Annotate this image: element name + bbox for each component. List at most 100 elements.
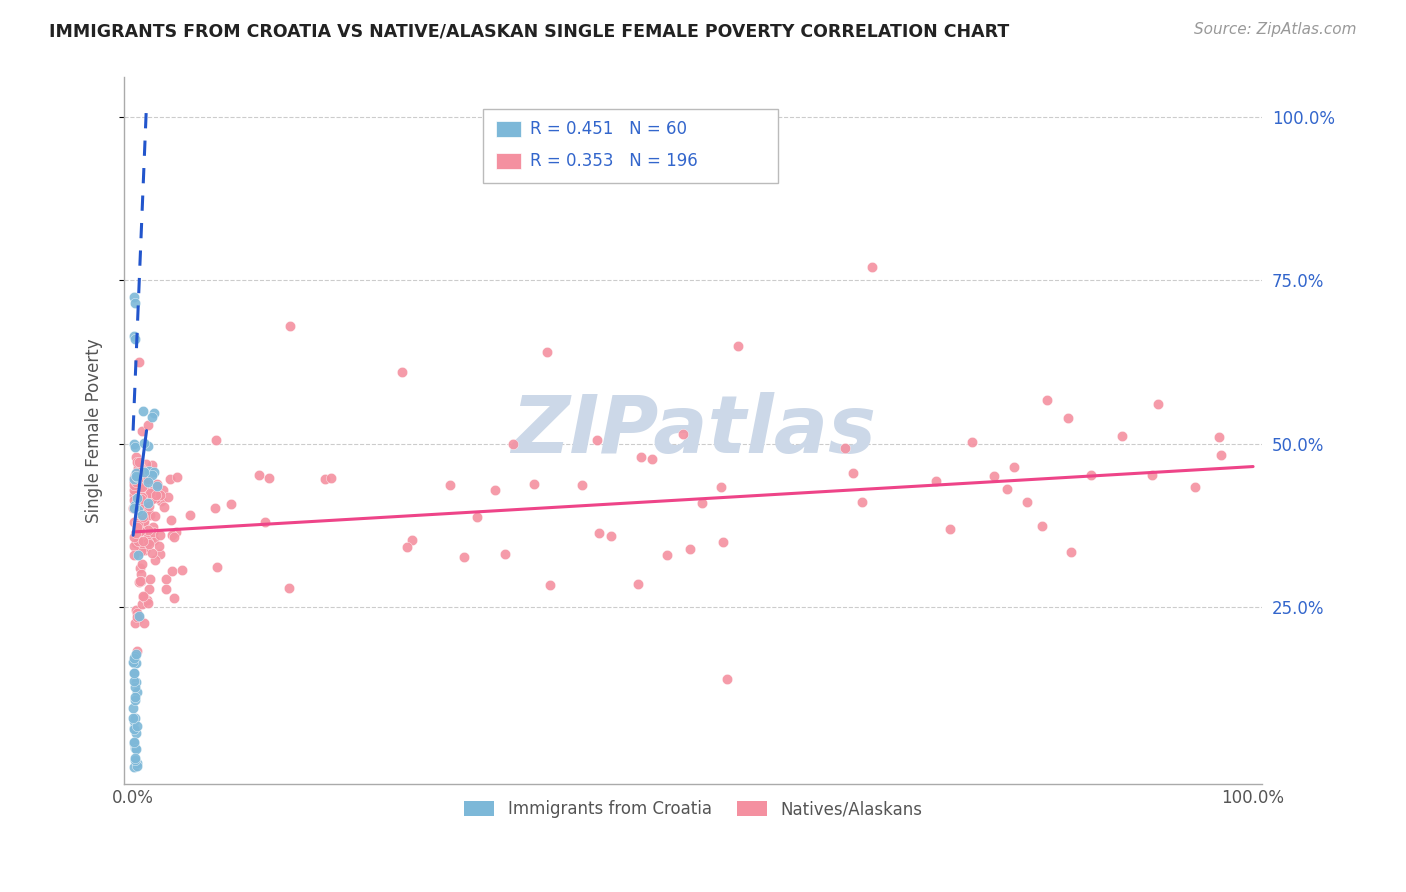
Point: [141, 409, 163, 424]
Point: [141, 467, 163, 482]
Point: [139, 573, 162, 587]
Point: [122, 655, 145, 669]
Point: [124, 735, 146, 749]
Point: [163, 530, 186, 544]
Point: [1080, 467, 1102, 482]
Point: [124, 690, 146, 704]
Point: [122, 500, 145, 515]
Point: [138, 507, 160, 521]
Point: [396, 540, 419, 554]
Point: [1017, 495, 1039, 509]
Y-axis label: Single Female Poverty: Single Female Poverty: [86, 338, 103, 523]
Point: [122, 475, 145, 489]
Point: [125, 467, 148, 482]
Point: [960, 435, 983, 450]
Point: [127, 519, 149, 533]
Point: [128, 498, 150, 512]
Point: [128, 455, 150, 469]
Point: [165, 525, 187, 540]
Point: [136, 523, 159, 537]
Point: [124, 616, 146, 631]
Point: [122, 289, 145, 303]
Point: [711, 535, 734, 549]
Point: [124, 680, 146, 694]
Point: [125, 756, 148, 771]
Point: [1036, 392, 1059, 407]
Point: [125, 455, 148, 469]
Point: [138, 508, 160, 522]
Point: [129, 475, 152, 490]
Point: [124, 741, 146, 756]
Point: [259, 471, 281, 485]
Text: Source: ZipAtlas.com: Source: ZipAtlas.com: [1194, 22, 1357, 37]
Point: [138, 475, 160, 489]
Point: [122, 488, 145, 502]
Point: [129, 522, 152, 536]
Point: [155, 582, 177, 597]
Bar: [496, 121, 522, 136]
Point: [138, 537, 160, 551]
Point: [128, 574, 150, 589]
Point: [277, 581, 299, 595]
Point: [586, 433, 609, 447]
Point: [672, 427, 695, 442]
Point: [129, 481, 152, 495]
Point: [129, 574, 152, 588]
Point: [125, 470, 148, 484]
Point: [710, 480, 733, 494]
Point: [135, 489, 157, 503]
Point: [484, 483, 506, 498]
Point: [627, 577, 650, 591]
Point: [122, 651, 145, 665]
Point: [128, 458, 150, 473]
Point: [129, 567, 152, 582]
Point: [641, 452, 664, 467]
Point: [1057, 410, 1080, 425]
Point: [148, 539, 170, 553]
Point: [122, 472, 145, 486]
Point: [122, 436, 145, 450]
Point: [132, 520, 155, 534]
Point: [141, 458, 163, 473]
Point: [494, 547, 516, 561]
Point: [125, 536, 148, 550]
Point: [1111, 429, 1133, 443]
Point: [465, 509, 488, 524]
Point: [127, 461, 149, 475]
Point: [124, 603, 146, 617]
FancyBboxPatch shape: [482, 109, 779, 184]
Point: [122, 666, 145, 681]
Point: [127, 491, 149, 505]
Point: [124, 648, 146, 663]
Point: [122, 700, 145, 714]
Point: [135, 469, 157, 483]
Point: [149, 527, 172, 541]
Point: [122, 736, 145, 750]
Point: [588, 526, 610, 541]
Point: [600, 529, 623, 543]
Point: [125, 503, 148, 517]
Point: [131, 424, 153, 438]
Point: [128, 508, 150, 523]
Point: [125, 656, 148, 670]
Point: [939, 522, 962, 536]
Point: [1208, 430, 1230, 444]
Point: [124, 500, 146, 515]
Point: [205, 560, 228, 574]
Point: [131, 490, 153, 504]
Point: [127, 517, 149, 532]
Point: [125, 475, 148, 489]
Point: [314, 472, 336, 486]
Point: [125, 479, 148, 493]
Point: [127, 718, 149, 732]
Point: [125, 647, 148, 661]
Point: [132, 510, 155, 524]
Point: [536, 345, 558, 359]
Point: [152, 483, 174, 497]
Point: [122, 714, 145, 729]
Point: [152, 500, 174, 515]
Point: [124, 440, 146, 454]
Point: [132, 534, 155, 549]
Point: [842, 466, 865, 480]
Point: [127, 606, 149, 620]
